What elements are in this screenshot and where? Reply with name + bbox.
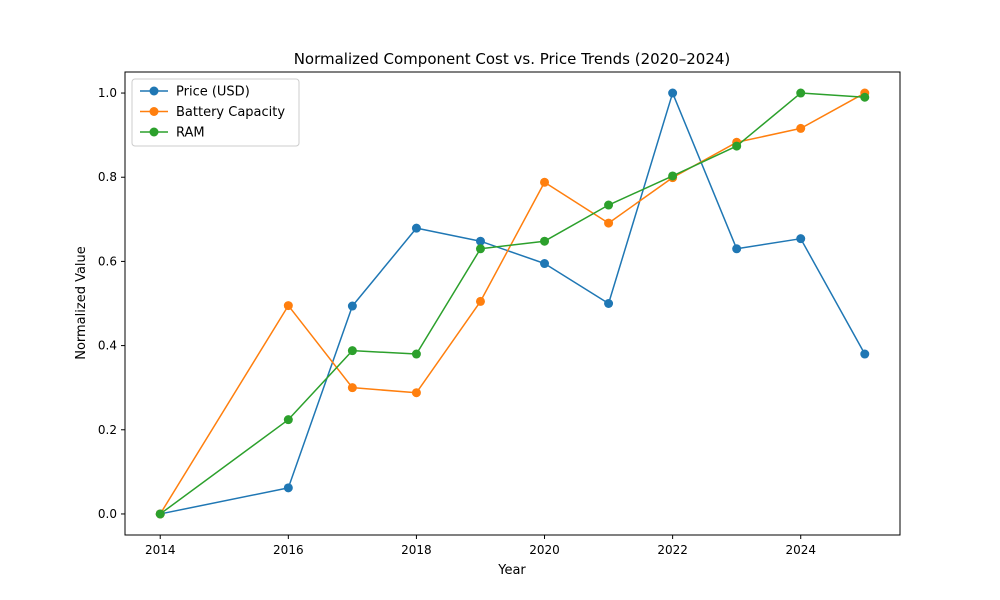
data-point-price-usd	[604, 299, 614, 308]
data-point-ram	[283, 415, 293, 425]
chart-title: Normalized Component Cost vs. Price Tren…	[294, 50, 731, 68]
legend-label: RAM	[176, 126, 205, 141]
x-axis: 2014 2016 2018 2020 2022 2024	[145, 535, 816, 557]
legend-frame	[131, 78, 300, 147]
series-line-ram	[159, 92, 865, 515]
x-tick-label: 2024	[785, 543, 816, 557]
data-point-ram	[604, 200, 614, 210]
legend-marker	[149, 107, 159, 116]
y-tick-label: 0.4	[98, 339, 117, 353]
data-point-price-usd	[860, 349, 870, 359]
x-tick-label: 2020	[529, 543, 560, 557]
data-point-ram	[475, 244, 485, 254]
data-point-battery-capacity	[796, 123, 806, 133]
legend: Price (USD) Battery Capacity RAM	[131, 78, 300, 147]
data-point-battery-capacity	[475, 296, 485, 306]
data-point-ram	[347, 346, 357, 356]
x-axis-label: Year	[497, 563, 526, 578]
y-tick-label: 0.0	[98, 507, 117, 521]
data-point-battery-capacity	[540, 177, 550, 187]
x-tick-label: 2014	[145, 543, 176, 557]
data-point-battery-capacity	[411, 388, 421, 398]
plot-area	[124, 71, 901, 536]
series-battery-capacity	[155, 88, 870, 519]
series-line-battery-capacity	[159, 92, 866, 515]
data-point-price-usd	[540, 259, 550, 269]
series-price-usd	[155, 88, 870, 519]
legend-item: Battery Capacity	[140, 105, 285, 120]
data-point-battery-capacity	[604, 218, 614, 228]
y-tick-label: 0.2	[98, 423, 117, 437]
data-point-ram	[155, 509, 165, 519]
x-tick-label: 2016	[273, 543, 304, 557]
series-layer	[155, 88, 870, 519]
data-point-price-usd	[411, 223, 421, 233]
data-point-price-usd	[475, 236, 485, 246]
x-tick-label: 2022	[657, 543, 688, 557]
y-tick-label: 1.0	[98, 86, 117, 100]
y-axis: 0.0 0.2 0.4 0.6 0.8 1.0	[98, 86, 125, 521]
data-point-price-usd	[668, 88, 678, 98]
data-point-ram	[411, 349, 421, 359]
data-point-ram	[540, 236, 550, 246]
y-tick-label: 0.8	[98, 170, 117, 184]
legend-marker	[149, 86, 159, 96]
data-point-ram	[860, 92, 870, 102]
x-tick-label: 2018	[401, 543, 432, 557]
legend-label: Battery Capacity	[176, 105, 285, 120]
legend-marker	[149, 127, 159, 137]
data-point-ram	[668, 171, 678, 181]
data-point-ram	[732, 141, 742, 151]
data-point-price-usd	[347, 301, 357, 311]
legend-item: Price (USD)	[140, 85, 250, 100]
data-point-battery-capacity	[347, 383, 357, 393]
data-point-ram	[796, 88, 806, 98]
series-ram	[155, 88, 870, 519]
data-point-price-usd	[283, 483, 293, 493]
data-point-price-usd	[796, 234, 806, 244]
y-tick-label: 0.6	[98, 254, 117, 268]
legend-item: RAM	[140, 126, 205, 141]
y-axis-label: Normalized Value	[74, 246, 89, 360]
data-point-battery-capacity	[283, 301, 293, 311]
legend-label: Price (USD)	[176, 85, 250, 100]
data-point-price-usd	[732, 244, 742, 254]
series-line-price-usd	[160, 92, 866, 515]
